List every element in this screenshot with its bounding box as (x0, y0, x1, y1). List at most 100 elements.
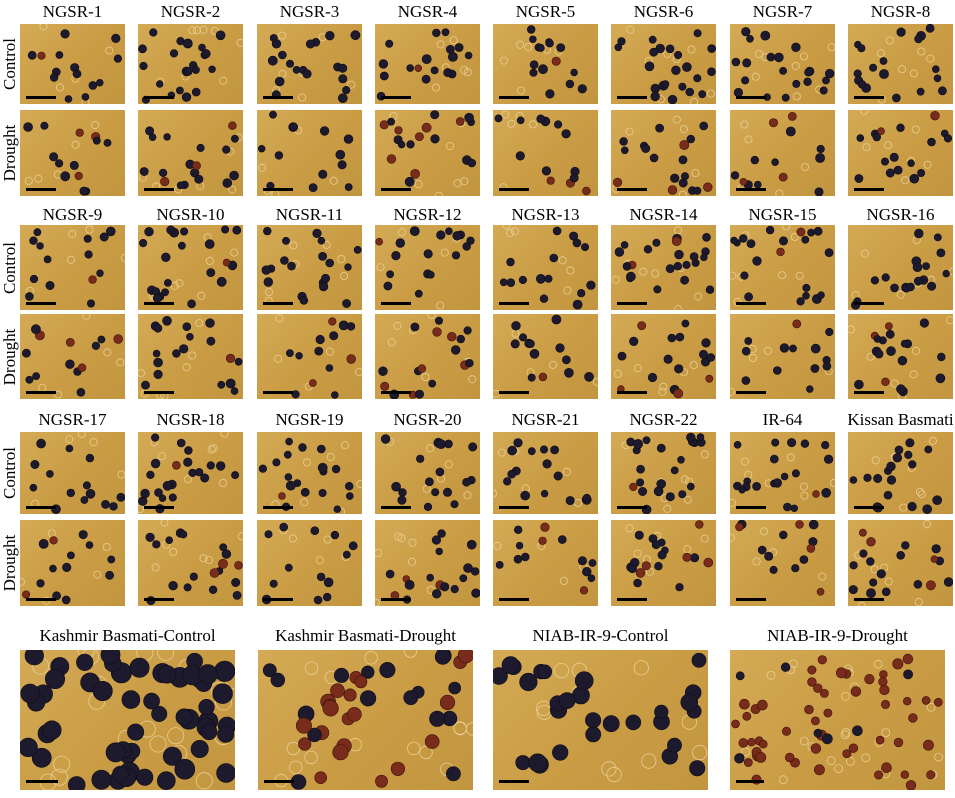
viable-pollen-grain (49, 73, 59, 82)
viable-pollen-grain (537, 664, 553, 680)
viable-pollen-grain (925, 24, 935, 33)
micrograph-image (731, 27, 835, 102)
viable-pollen-grain (379, 662, 396, 678)
viable-pollen-grain (380, 434, 391, 444)
nonviable-pollen-grain (386, 154, 397, 164)
viable-pollen-grain (111, 33, 121, 43)
viable-pollen-grain (900, 339, 909, 348)
scale-bar (264, 780, 294, 783)
viable-pollen-grain (570, 68, 578, 77)
viable-pollen-grain (507, 445, 518, 456)
micrograph-image (853, 24, 947, 104)
viable-pollen-grain (752, 482, 761, 491)
viable-pollen-grain (706, 353, 716, 362)
viable-pollen-grain (20, 683, 40, 704)
viable-pollen-grain (49, 152, 59, 162)
scale-bar (263, 96, 293, 99)
empty-pollen-grain (422, 484, 431, 493)
viable-pollen-grain (112, 765, 129, 783)
empty-pollen-grain (633, 549, 642, 558)
viable-pollen-grain (201, 49, 211, 59)
nonviable-pollen-grain (885, 322, 893, 330)
viable-pollen-grain (665, 492, 675, 502)
viable-pollen-grain (330, 530, 340, 540)
viable-pollen-grain (36, 242, 44, 250)
nonviable-pollen-grain (755, 752, 767, 763)
scale-bar (617, 188, 647, 191)
micrograph-image (263, 30, 361, 103)
viable-pollen-grain (230, 387, 239, 395)
viable-pollen-grain (801, 235, 810, 244)
viable-pollen-grain (274, 76, 285, 87)
viable-pollen-grain (730, 171, 740, 180)
nonviable-pollen-grain (380, 381, 390, 391)
viable-pollen-grain (64, 95, 73, 103)
viable-pollen-grain (427, 270, 435, 279)
micrograph-image (854, 110, 953, 191)
variety-label: NGSR-17 (38, 410, 107, 429)
control-row-label: Control (0, 38, 19, 90)
empty-pollen-grain (300, 498, 309, 507)
nonviable-pollen-grain (881, 762, 892, 773)
empty-pollen-grain (862, 143, 871, 152)
viable-pollen-grain (200, 723, 218, 741)
empty-pollen-grain (237, 532, 243, 541)
viable-pollen-grain (313, 595, 323, 605)
viable-pollen-grain (183, 583, 192, 592)
micrograph-image (499, 25, 587, 99)
empty-pollen-grain (641, 753, 657, 769)
viable-pollen-grain (879, 69, 889, 79)
empty-pollen-grain (170, 281, 179, 290)
nonviable-pollen-grain (424, 734, 440, 749)
viable-pollen-grain (231, 471, 240, 480)
viable-pollen-grain (622, 261, 632, 271)
empty-pollen-grain (289, 760, 303, 775)
nonviable-pollen-grain (37, 51, 46, 60)
viable-pollen-grain (942, 269, 950, 278)
viable-pollen-grain (863, 473, 872, 482)
viable-pollen-grain (435, 547, 443, 556)
viable-pollen-grain (285, 437, 293, 446)
viable-pollen-grain (286, 349, 294, 357)
viable-pollen-grain (780, 662, 791, 672)
empty-pollen-grain (691, 169, 700, 178)
micrograph-image (22, 314, 125, 399)
micrograph-image (730, 438, 835, 513)
empty-pollen-grain (914, 597, 923, 606)
scale-bar (26, 598, 56, 601)
viable-pollen-grain (62, 562, 72, 573)
viable-pollen-grain (857, 44, 866, 53)
empty-pollen-grain (56, 83, 65, 92)
nonviable-pollen-grain (375, 237, 383, 246)
micrograph-image (731, 653, 944, 790)
variety-label: NGSR-5 (515, 2, 576, 21)
drought-micrograph-large (258, 650, 473, 790)
empty-pollen-grain (740, 457, 749, 466)
empty-pollen-grain (304, 750, 318, 765)
empty-pollen-grain (792, 92, 801, 101)
viable-pollen-grain (466, 236, 475, 245)
viable-pollen-grain (869, 578, 878, 587)
viable-pollen-grain (815, 153, 825, 163)
empty-pollen-grain (421, 373, 430, 382)
viable-pollen-grain (937, 352, 946, 362)
empty-pollen-grain (329, 176, 338, 185)
viable-pollen-grain (292, 66, 301, 74)
viable-pollen-grain (650, 83, 660, 94)
viable-pollen-grain (804, 68, 813, 77)
viable-pollen-grain (909, 173, 920, 184)
viable-pollen-grain (278, 50, 287, 60)
empty-pollen-grain (529, 120, 538, 129)
viable-pollen-grain (757, 545, 767, 555)
empty-pollen-grain (826, 756, 836, 766)
viable-pollen-grain (283, 450, 292, 459)
nonviable-pollen-grain (415, 132, 424, 141)
viable-pollen-grain (61, 595, 71, 605)
viable-pollen-grain (36, 438, 46, 449)
viable-pollen-grain (886, 461, 896, 472)
viable-pollen-grain (503, 477, 512, 486)
nonviable-pollen-grain (74, 171, 83, 181)
nonviable-pollen-grain (738, 738, 749, 748)
empty-pollen-grain (558, 256, 567, 265)
viable-pollen-grain (848, 585, 858, 595)
